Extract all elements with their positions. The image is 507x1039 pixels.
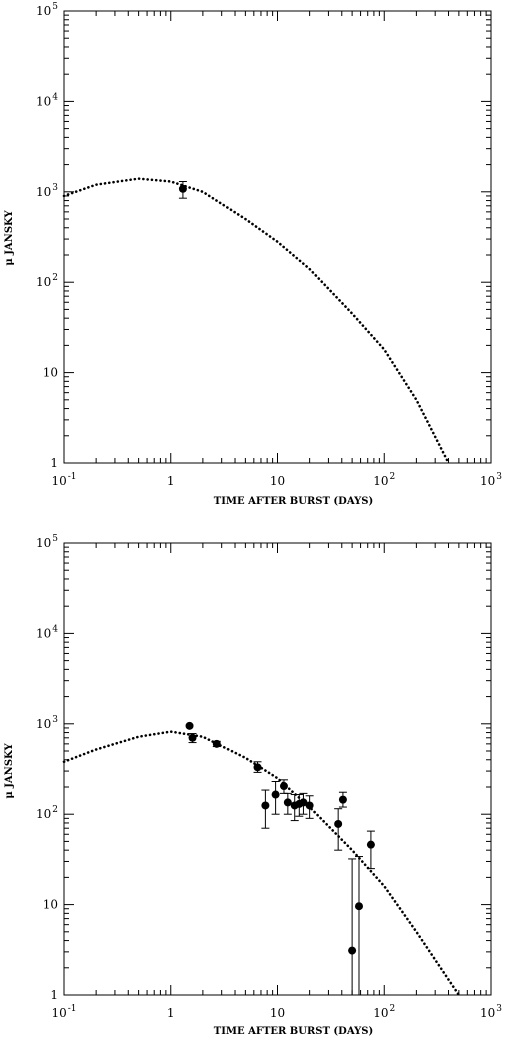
data-point bbox=[279, 782, 288, 791]
data-point bbox=[299, 798, 308, 807]
x-tick-label: 102 bbox=[373, 1004, 395, 1020]
y-tick-label: 103 bbox=[36, 183, 58, 199]
y-tick-label: 1 bbox=[50, 988, 58, 1002]
model-curve bbox=[62, 177, 450, 465]
x-tick-label: 103 bbox=[480, 472, 502, 488]
data-point bbox=[271, 790, 280, 799]
y-tick-label: 102 bbox=[36, 805, 58, 821]
light-curve-panel-top: 10-1 1 10 102 103 1 10 102 103 104 105 TIME AFTER B… bbox=[4, 2, 502, 507]
x-axis-label: TIME AFTER BURST (DAYS) bbox=[214, 1026, 373, 1037]
y-axis-label: μ JANSKY bbox=[4, 743, 15, 799]
x-tick-label: 10-1 bbox=[51, 472, 76, 488]
data-point bbox=[283, 798, 292, 807]
data-point bbox=[178, 184, 187, 193]
x-tick-label: 102 bbox=[373, 472, 395, 488]
data-point bbox=[366, 840, 375, 849]
x-tick-label: 10-1 bbox=[51, 1004, 76, 1020]
x-tick-label: 103 bbox=[480, 1004, 502, 1020]
x-tick-label: 10 bbox=[270, 474, 285, 488]
data-point bbox=[305, 801, 314, 810]
y-tick-label: 104 bbox=[36, 624, 58, 640]
x-tick-label: 1 bbox=[167, 1006, 175, 1020]
y-tick-label: 10 bbox=[43, 898, 58, 912]
light-curve-panel-bottom: 10-1 1 10 102 103 1 10 102 103 104 105 TIME AFTER B… bbox=[4, 534, 502, 1037]
data-point bbox=[212, 739, 221, 748]
y-axis-label: μ JANSKY bbox=[4, 210, 15, 266]
data-point bbox=[253, 763, 262, 772]
data-point bbox=[188, 733, 197, 742]
data-point bbox=[338, 795, 347, 804]
y-tick-label: 1 bbox=[50, 456, 58, 470]
y-tick-label: 105 bbox=[36, 534, 58, 550]
plot-frame bbox=[63, 10, 492, 464]
y-tick-label: 105 bbox=[36, 2, 58, 18]
model-curve bbox=[62, 730, 461, 997]
plot-frame bbox=[63, 542, 492, 996]
x-tick-label: 1 bbox=[167, 474, 175, 488]
data-point bbox=[185, 721, 194, 730]
x-tick-label: 10 bbox=[270, 1006, 285, 1020]
y-tick-label: 102 bbox=[36, 273, 58, 289]
y-tick-label: 103 bbox=[36, 715, 58, 731]
y-tick-label: 10 bbox=[43, 366, 58, 380]
data-point bbox=[348, 946, 357, 955]
x-axis-label: TIME AFTER BURST (DAYS) bbox=[214, 496, 373, 507]
data-point bbox=[261, 801, 270, 810]
data-point bbox=[354, 902, 363, 911]
y-tick-label: 104 bbox=[36, 92, 58, 108]
data-point bbox=[334, 819, 343, 828]
